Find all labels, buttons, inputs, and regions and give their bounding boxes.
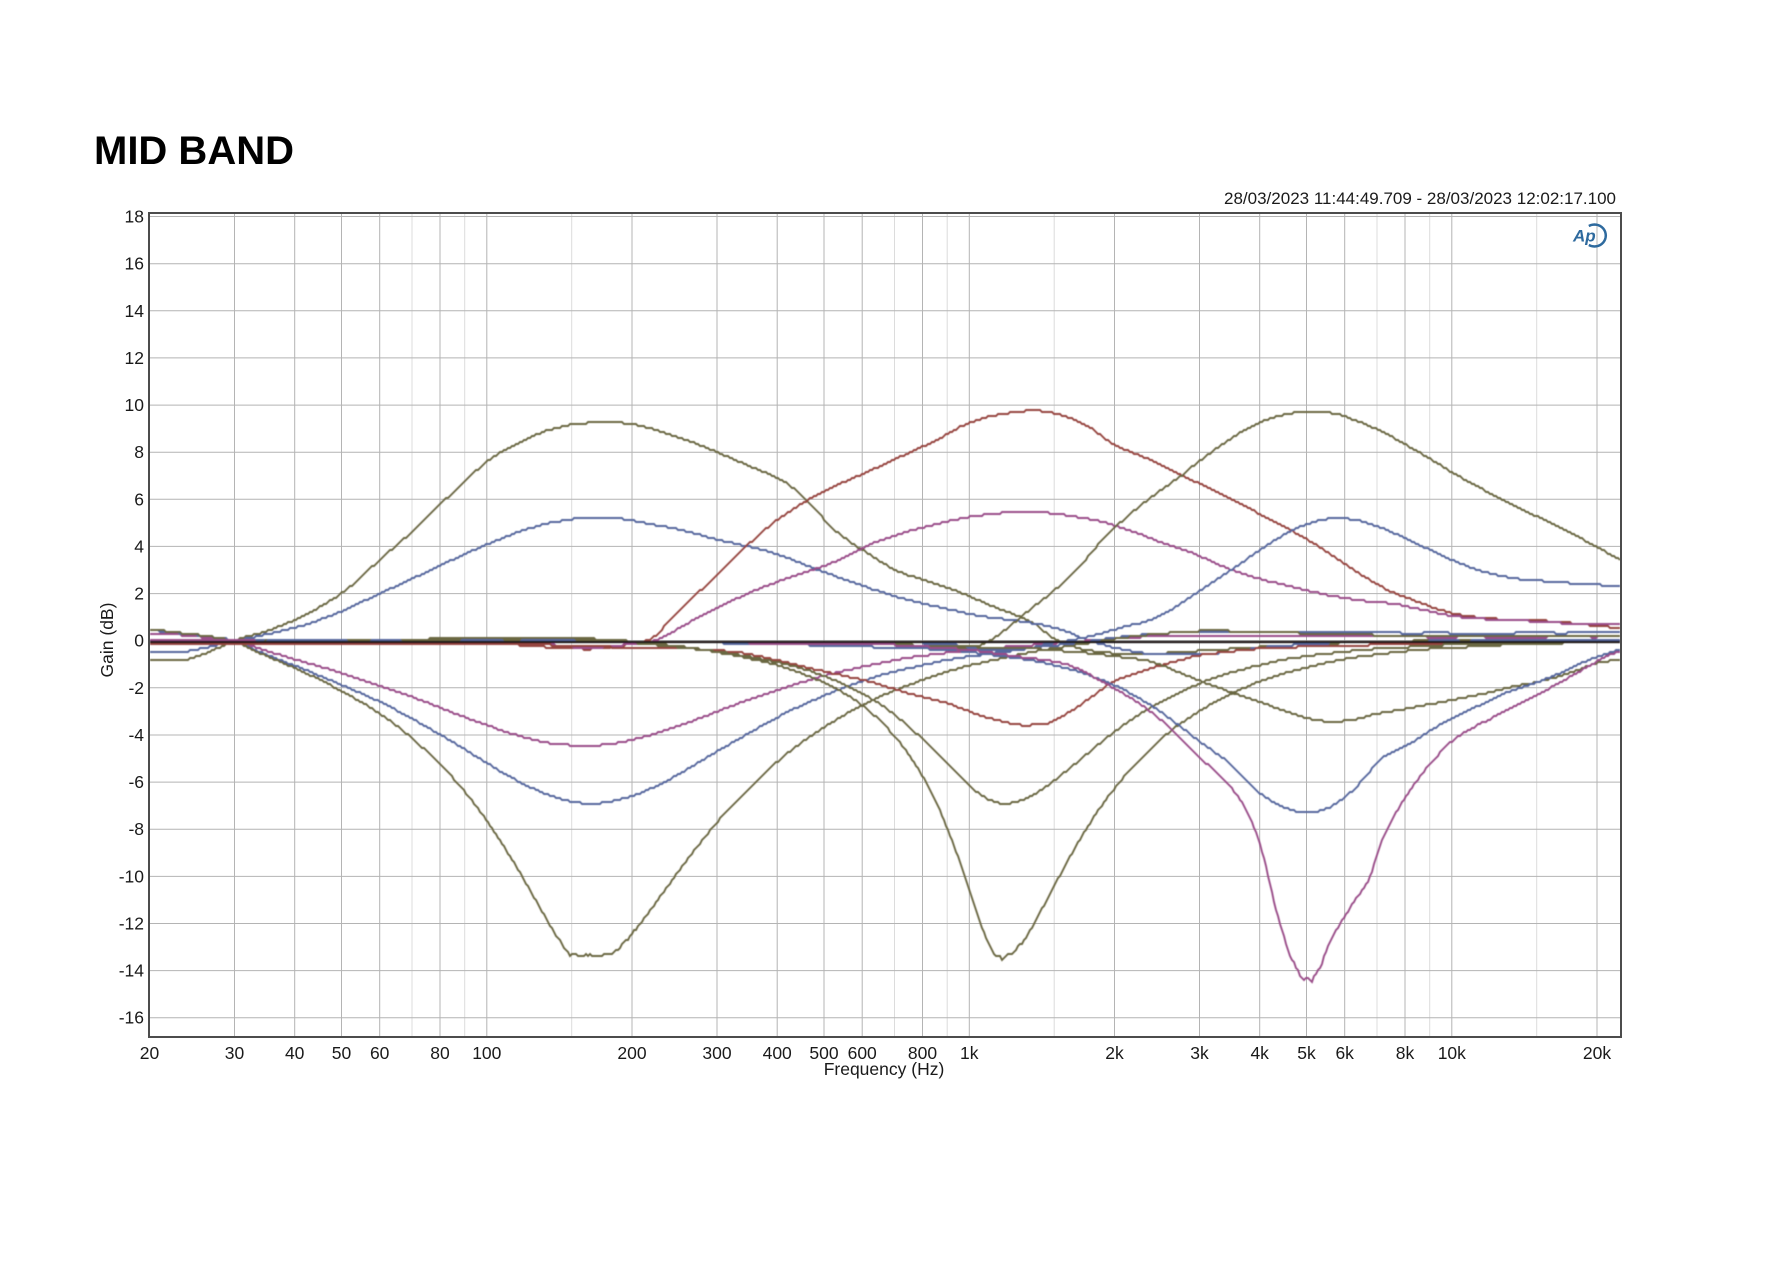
svg-text:14: 14 [125, 301, 145, 321]
svg-text:1k: 1k [960, 1043, 979, 1063]
svg-text:300: 300 [702, 1043, 731, 1063]
svg-text:200: 200 [617, 1043, 646, 1063]
svg-text:500: 500 [809, 1043, 838, 1063]
svg-text:6k: 6k [1335, 1043, 1354, 1063]
svg-text:600: 600 [848, 1043, 877, 1063]
svg-text:18: 18 [125, 207, 144, 227]
svg-text:Frequency (Hz): Frequency (Hz) [824, 1059, 945, 1079]
svg-text:16: 16 [125, 254, 144, 274]
svg-text:-10: -10 [119, 866, 145, 886]
svg-text:2: 2 [134, 584, 144, 604]
svg-text:Ap: Ap [1572, 227, 1596, 246]
svg-text:40: 40 [285, 1043, 305, 1063]
svg-text:800: 800 [908, 1043, 937, 1063]
svg-text:-12: -12 [119, 914, 144, 934]
svg-text:10k: 10k [1438, 1043, 1466, 1063]
svg-text:4: 4 [134, 536, 144, 556]
svg-text:-4: -4 [128, 725, 144, 745]
svg-text:2k: 2k [1105, 1043, 1124, 1063]
svg-text:10: 10 [125, 395, 145, 415]
svg-text:80: 80 [430, 1043, 450, 1063]
svg-text:50: 50 [332, 1043, 352, 1063]
svg-text:8k: 8k [1396, 1043, 1415, 1063]
svg-text:30: 30 [225, 1043, 245, 1063]
svg-text:MID BAND: MID BAND [94, 129, 294, 173]
svg-text:20: 20 [140, 1043, 160, 1063]
svg-text:-6: -6 [128, 772, 144, 792]
svg-text:12: 12 [125, 348, 144, 368]
svg-text:8: 8 [134, 442, 144, 462]
svg-text:6: 6 [134, 489, 144, 509]
svg-text:28/03/2023 11:44:49.709 - 28/0: 28/03/2023 11:44:49.709 - 28/03/2023 12:… [1224, 189, 1616, 208]
svg-text:60: 60 [370, 1043, 390, 1063]
svg-text:20k: 20k [1583, 1043, 1611, 1063]
svg-text:0: 0 [134, 631, 144, 651]
svg-text:400: 400 [763, 1043, 792, 1063]
svg-text:-14: -14 [119, 961, 145, 981]
svg-text:-2: -2 [128, 678, 144, 698]
svg-text:Gain (dB): Gain (dB) [97, 603, 117, 678]
svg-text:4k: 4k [1250, 1043, 1269, 1063]
svg-text:-8: -8 [128, 819, 144, 839]
svg-text:5k: 5k [1297, 1043, 1316, 1063]
svg-text:-16: -16 [119, 1008, 144, 1028]
svg-text:100: 100 [472, 1043, 501, 1063]
svg-text:3k: 3k [1190, 1043, 1209, 1063]
